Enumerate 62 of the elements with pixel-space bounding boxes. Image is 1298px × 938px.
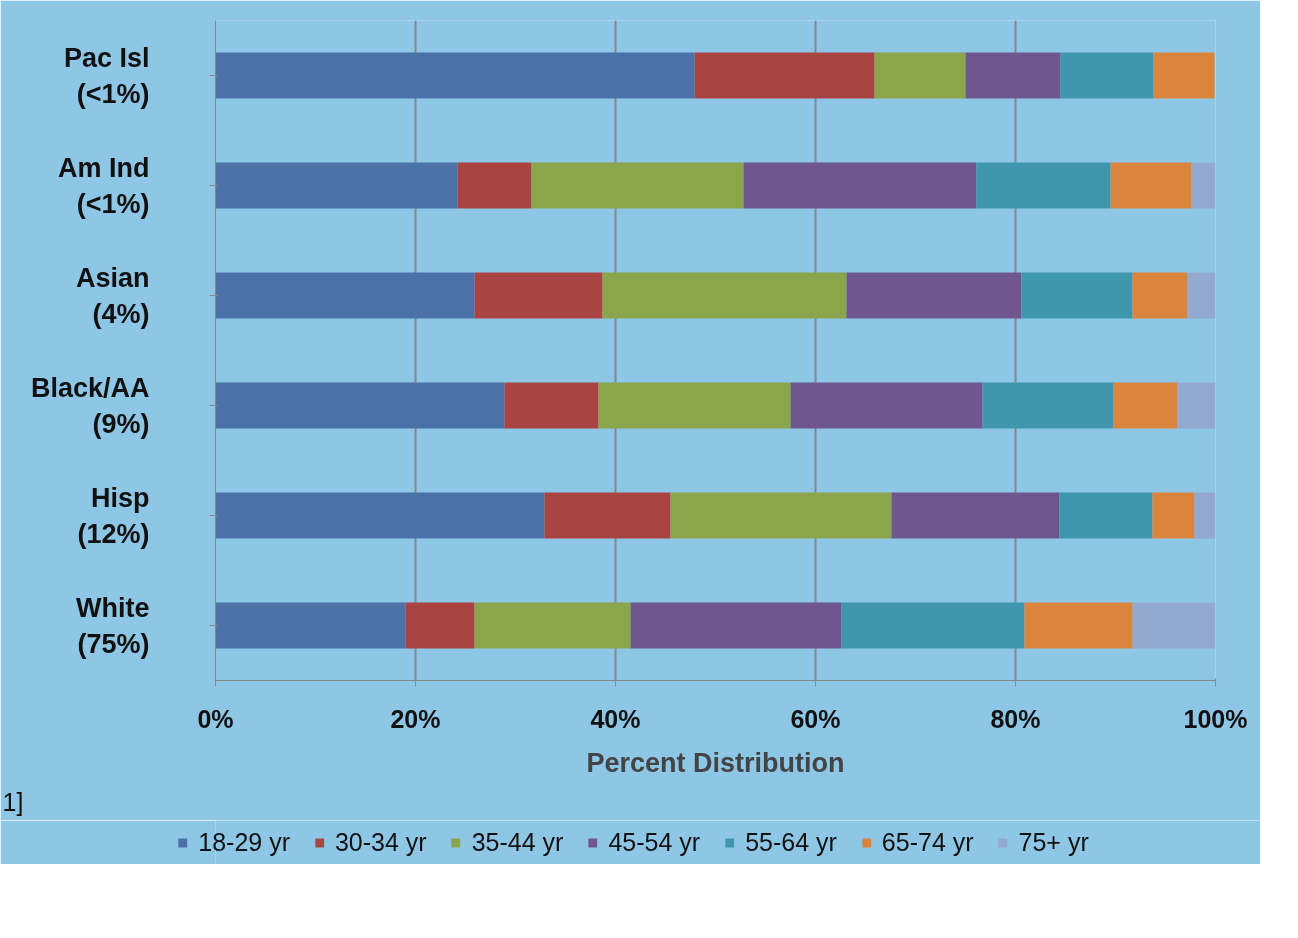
text: 1] [2,787,24,816]
y-tick-label: Pac Isl (<1%) [63,42,150,109]
bar [743,162,977,209]
bar [1132,272,1188,319]
x-tick-label: 0% [197,704,234,733]
bar [457,162,532,209]
x-axis-title: Percent Distribution [586,747,845,778]
bar [598,382,791,429]
y-tick-label: Asian (4%) [75,262,150,329]
bar [1021,272,1133,319]
x-tick-label: 60% [790,704,841,733]
bar [1177,382,1216,429]
bar [694,52,875,99]
bar [215,52,695,99]
bar [846,272,1022,319]
legend-label: 65-74 yr [881,827,974,857]
x-tick-label: 40% [590,704,641,733]
bar [504,382,599,429]
x-tick-label: 100% [1183,704,1248,733]
bar [874,52,966,99]
bar [215,162,458,209]
bar [1113,382,1178,429]
bar [982,382,1114,429]
y-tick-label: Hisp (12%) [77,482,150,549]
bar [1153,52,1215,99]
x-tick-label: 20% [390,704,441,733]
bar [630,602,842,649]
bar [215,382,505,429]
legend-label: 55-64 yr [745,827,837,857]
bar [1132,602,1216,649]
bar [1191,162,1216,209]
bar [1110,162,1192,209]
bar [1152,492,1195,539]
y-tick-label: Am Ind (<1%) [58,152,150,219]
bar [841,602,1025,649]
bar [1194,492,1216,539]
legend-label: 45-54 yr [608,827,701,857]
bar [405,602,475,649]
bar [474,602,631,649]
legend-label: 35-44 yr [471,827,564,857]
bar [891,492,1060,539]
x-tick-label: 80% [990,704,1041,733]
bar [474,272,603,319]
bar [215,602,406,649]
bar [544,492,671,539]
bar [976,162,1111,209]
bar [790,382,983,429]
bar [670,492,892,539]
bar [1024,602,1133,649]
legend-label: 18-29 yr [198,827,290,857]
bar [965,52,1061,99]
legend-label: 75+ yr [1018,827,1089,857]
bar [602,272,847,319]
bar [1059,492,1153,539]
bar [531,162,744,209]
bar [215,492,545,539]
legend-label: 30-34 yr [334,827,427,857]
bar [1187,272,1216,319]
bar [1060,52,1154,99]
bar [215,272,475,319]
y-tick-label: Black/AA (9%) [30,372,150,439]
y-tick-label: White (75%) [76,592,150,659]
